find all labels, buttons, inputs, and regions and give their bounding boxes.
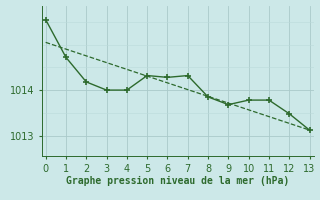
X-axis label: Graphe pression niveau de la mer (hPa): Graphe pression niveau de la mer (hPa) bbox=[66, 176, 289, 186]
